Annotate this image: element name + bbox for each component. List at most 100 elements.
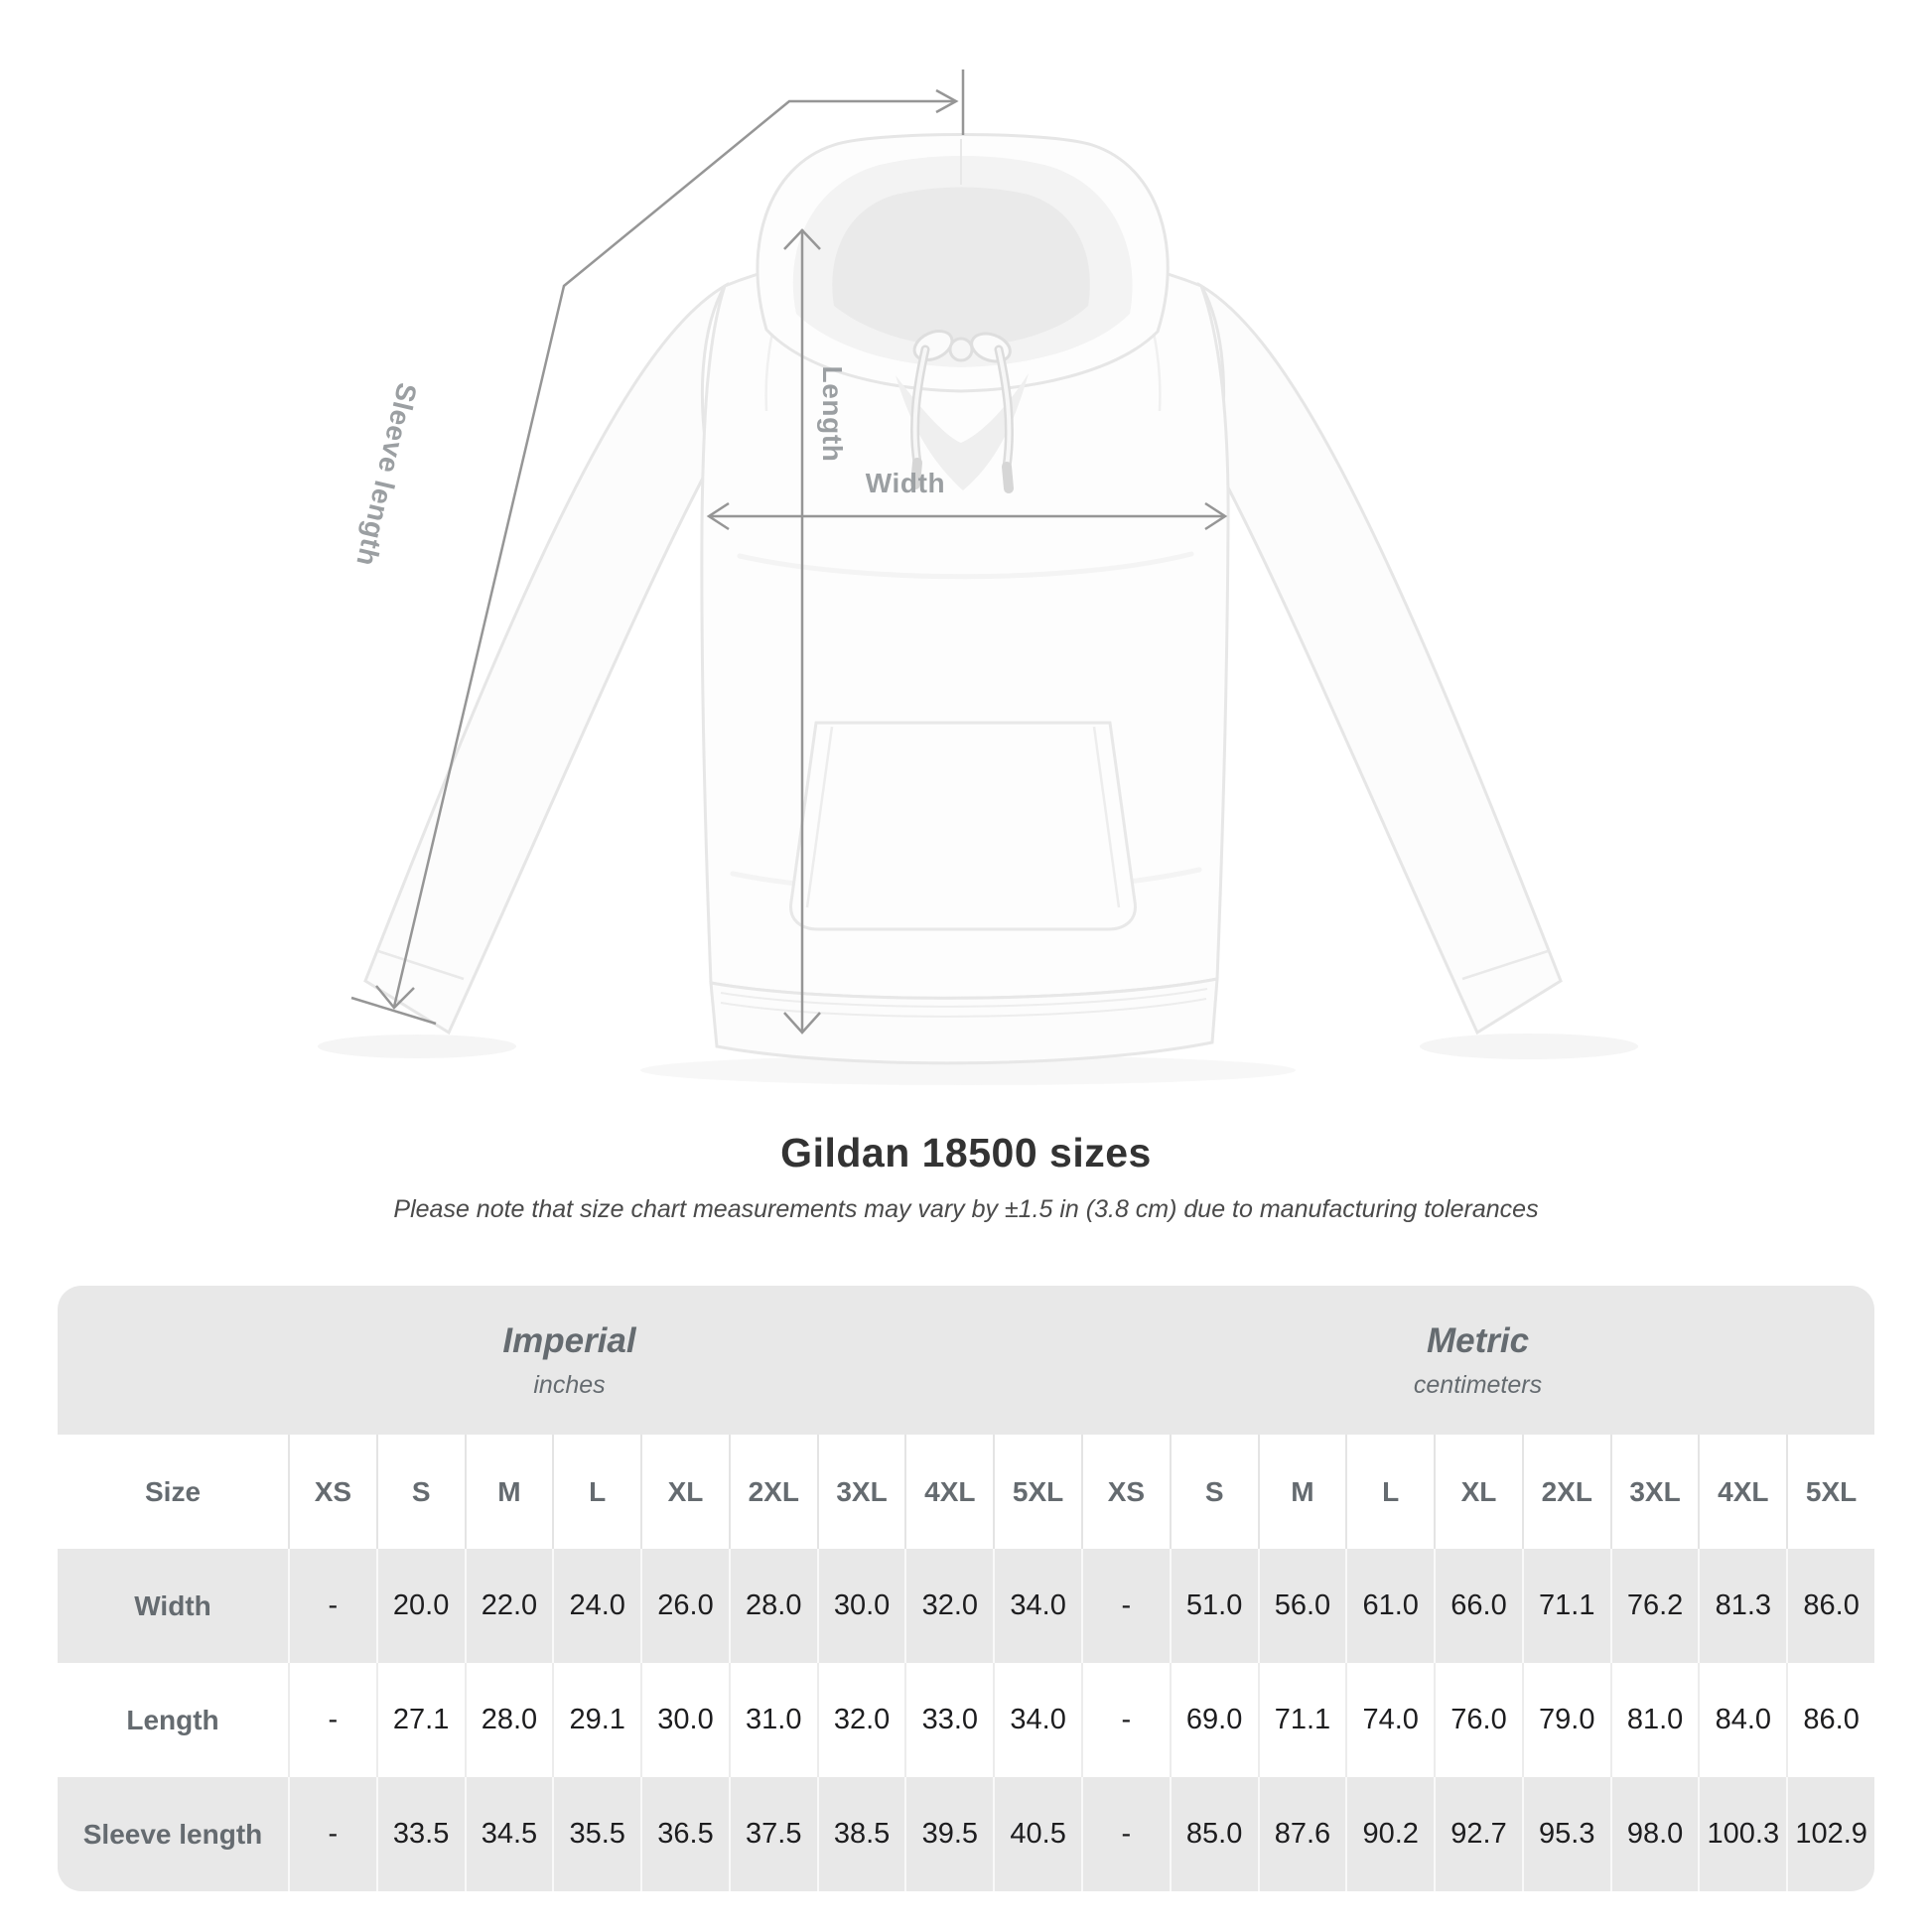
imperial-title: Imperial [502,1320,636,1360]
size-value-cell: 69.0 [1169,1663,1258,1777]
sleeve-arrow-right-icon [935,88,959,114]
metric-unit: centimeters [1413,1370,1543,1399]
cuff-seams [377,949,1549,981]
width-arrow-right-icon [1204,501,1228,531]
size-header-row: Size XS S M L XL 2XL 3XL 4XL 5XL XS S M L XL 2XL 3XL 4XL 5… [58,1435,1874,1549]
size-value-cell: 76.0 [1434,1663,1522,1777]
hem-band [709,977,1219,1065]
size-column-header: M [1257,1435,1346,1549]
size-corner-header: Size [144,1475,202,1507]
table-row: Width -20.0 22.0 24.0 26.0 28.0 30.0 32.0 34.0-5… [58,1549,1874,1663]
sleeve-cuff-tick [350,996,437,1026]
hoodie-illustration [318,69,1638,1085]
size-value-cell: 74.0 [1345,1663,1434,1777]
size-value-cell: 35.5 [552,1777,640,1891]
hoodie-diagram: Length Width Sleeve length [318,69,1638,1085]
size-column-header: 5XL [1786,1435,1874,1549]
size-value-cell: 33.5 [375,1777,465,1891]
length-arrow-up-icon [783,228,821,250]
size-value-cell: 36.5 [640,1777,729,1891]
size-value-cell: 32.0 [816,1663,905,1777]
size-value-cell: 20.0 [375,1549,465,1663]
size-value-cell: 37.5 [728,1777,817,1891]
size-column-header: L [552,1435,640,1549]
size-value-cell: 40.5 [993,1777,1081,1891]
size-value-cell: 100.3 [1698,1777,1786,1891]
size-column-header: 4XL [904,1435,993,1549]
size-value-cell: 33.0 [904,1663,993,1777]
size-value-cell: 84.0 [1698,1663,1786,1777]
size-value-cell: 34.0 [993,1549,1081,1663]
size-value-cell: - [1081,1777,1170,1891]
hood-interior [832,187,1090,347]
size-value-cell: 32.0 [904,1549,993,1663]
size-column-header: 2XL [1521,1435,1610,1549]
length-dimension-label: Length [817,365,848,463]
size-value-cell: 81.0 [1609,1663,1699,1777]
size-column-header: 5XL [993,1435,1081,1549]
size-value-cell: 29.1 [552,1663,640,1777]
page-title: Gildan 18500 sizes [780,1130,1152,1175]
size-value-cell: 86.0 [1786,1549,1874,1663]
size-value-cell: 87.6 [1257,1777,1346,1891]
size-column-header: S [375,1435,465,1549]
size-column-header: XL [1434,1435,1522,1549]
size-value-cell: 81.3 [1698,1549,1786,1663]
size-value-cell: 38.5 [816,1777,905,1891]
size-value-cell: 71.1 [1521,1549,1610,1663]
size-value-cell: 26.0 [640,1549,729,1663]
size-value-cell: 34.5 [464,1777,553,1891]
width-dimension-label: Width [865,468,946,498]
size-value-cell: 76.2 [1609,1549,1699,1663]
size-value-cell: 30.0 [640,1663,729,1777]
size-value-cell: 24.0 [552,1549,640,1663]
row-label: Sleeve length [82,1818,263,1850]
size-column-header: L [1345,1435,1434,1549]
kangaroo-pocket [789,721,1137,931]
sleeve-length-line [392,99,955,1008]
tolerance-note: Please note that size chart measurements… [393,1195,1539,1223]
size-column-header: 2XL [728,1435,817,1549]
collar-shadow [896,373,1029,490]
size-value-cell: 34.0 [993,1663,1081,1777]
size-value-cell: 51.0 [1169,1549,1258,1663]
imperial-group-header: Imperial inches [58,1286,1081,1435]
width-arrow-left-icon [706,501,730,531]
size-value-cell: 31.0 [728,1663,817,1777]
size-column-header: 3XL [1609,1435,1699,1549]
size-value-cell: 61.0 [1345,1549,1434,1663]
table-row: Length -27.1 28.0 29.1 30.0 31.0 32.0 33.0 34.0-… [58,1663,1874,1777]
drawstrings [910,329,1014,493]
size-column-header: 4XL [1698,1435,1786,1549]
size-chart-table: Imperial inches Metric centimeters Size X… [58,1286,1874,1891]
size-value-cell: 22.0 [464,1549,553,1663]
imperial-unit: inches [533,1370,606,1399]
hem-stitches [720,988,1208,1018]
metric-group-header: Metric centimeters [1081,1286,1874,1435]
size-column-header: 3XL [816,1435,905,1549]
sleeve-arrow-down-icon [375,985,415,1010]
size-value-cell: - [288,1777,376,1891]
size-value-cell: 86.0 [1786,1663,1874,1777]
size-value-cell: 98.0 [1609,1777,1699,1891]
row-label: Length [126,1704,219,1735]
size-value-cell: 95.3 [1521,1777,1610,1891]
size-value-cell: 28.0 [728,1549,817,1663]
size-value-cell: - [288,1663,376,1777]
size-value-cell: - [288,1549,376,1663]
size-column-header: S [1169,1435,1258,1549]
size-column-header: M [464,1435,553,1549]
row-label: Width [134,1589,211,1621]
size-value-cell: 85.0 [1169,1777,1258,1891]
size-value-cell: 66.0 [1434,1549,1522,1663]
measurement-lines [350,69,1228,1035]
size-value-cell: 90.2 [1345,1777,1434,1891]
size-value-cell: 30.0 [816,1549,905,1663]
pocket-seams [805,726,1121,908]
size-value-cell: 71.1 [1257,1663,1346,1777]
soft-shadows [318,1034,1638,1085]
size-value-cell: 79.0 [1521,1663,1610,1777]
unit-group-row: Imperial inches Metric centimeters [58,1286,1874,1435]
size-value-cell: 56.0 [1257,1549,1346,1663]
size-value-cell: 28.0 [464,1663,553,1777]
